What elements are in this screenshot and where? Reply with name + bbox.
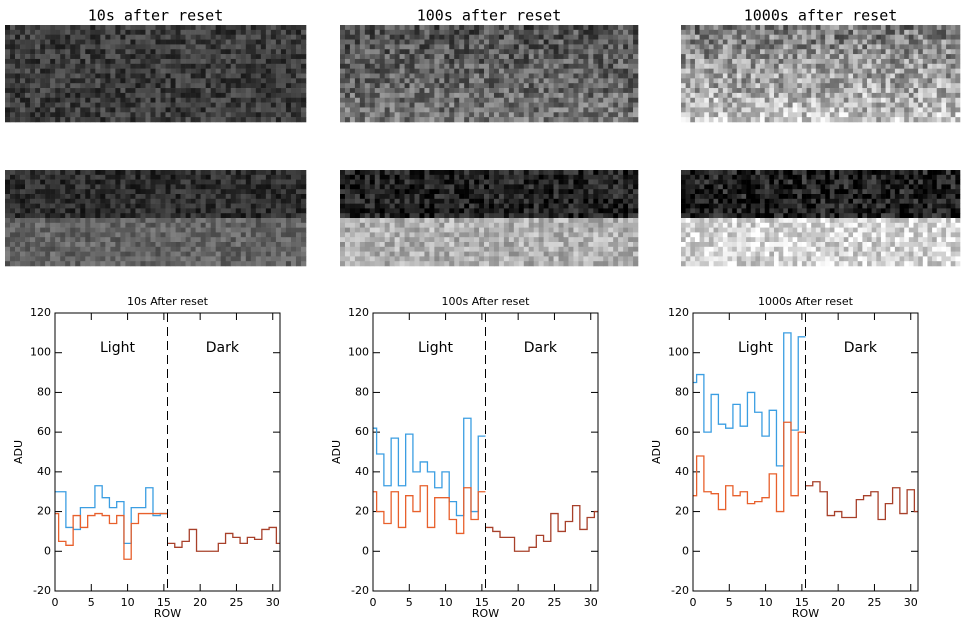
y-tick-label: 100 bbox=[348, 346, 369, 359]
y-tick-label: 0 bbox=[362, 544, 369, 557]
annotation: Dark bbox=[524, 340, 558, 356]
image-title: 1000s after reset bbox=[744, 7, 898, 25]
x-axis-label: ROW bbox=[472, 607, 499, 619]
x-axis-label: ROW bbox=[154, 607, 181, 619]
x-tick-label: 30 bbox=[266, 596, 280, 609]
x-tick-label: 15 bbox=[475, 596, 489, 609]
y-tick-label: -20 bbox=[351, 584, 369, 597]
x-tick-label: 25 bbox=[229, 596, 243, 609]
step-line bbox=[55, 512, 168, 560]
y-tick-label: 80 bbox=[355, 385, 369, 398]
y-axis-label: ADU bbox=[12, 440, 25, 464]
x-tick-label: 25 bbox=[547, 596, 561, 609]
chart-title: 1000s After reset bbox=[758, 295, 854, 308]
plot-frame bbox=[372, 312, 599, 592]
y-tick-label: 0 bbox=[682, 544, 689, 557]
x-tick-label: 20 bbox=[511, 596, 525, 609]
step-line bbox=[693, 421, 806, 513]
x-tick-label: 20 bbox=[193, 596, 207, 609]
x-tick-label: 30 bbox=[904, 596, 918, 609]
x-tick-label: 0 bbox=[690, 596, 697, 609]
x-tick-label: 5 bbox=[726, 596, 733, 609]
step-line bbox=[485, 504, 598, 552]
step-line bbox=[805, 481, 918, 521]
noise-image bbox=[681, 25, 961, 123]
plot-frame bbox=[692, 312, 919, 592]
y-tick-label: 60 bbox=[37, 425, 51, 438]
plot-frame bbox=[54, 312, 281, 592]
y-tick-label: -20 bbox=[33, 584, 51, 597]
x-tick-label: 30 bbox=[584, 596, 598, 609]
y-tick-label: 40 bbox=[37, 465, 51, 478]
x-tick-label: 5 bbox=[406, 596, 413, 609]
y-tick-label: 0 bbox=[44, 544, 51, 557]
y-tick-label: 20 bbox=[37, 505, 51, 518]
y-tick-label: 120 bbox=[668, 306, 689, 319]
annotation: Dark bbox=[206, 340, 240, 356]
noise-image bbox=[5, 170, 307, 267]
x-tick-label: 20 bbox=[831, 596, 845, 609]
x-tick-label: 25 bbox=[867, 596, 881, 609]
x-tick-label: 10 bbox=[759, 596, 773, 609]
x-tick-label: 0 bbox=[52, 596, 59, 609]
image-title: 100s after reset bbox=[417, 7, 562, 25]
step-line bbox=[693, 332, 806, 467]
x-tick-label: 0 bbox=[370, 596, 377, 609]
y-axis-label: ADU bbox=[330, 440, 343, 464]
noise-image bbox=[5, 25, 307, 123]
annotation: Light bbox=[738, 340, 773, 356]
annotation: Dark bbox=[844, 340, 878, 356]
y-tick-label: 60 bbox=[675, 425, 689, 438]
noise-image bbox=[340, 25, 639, 123]
y-tick-label: 120 bbox=[348, 306, 369, 319]
annotation: Light bbox=[418, 340, 453, 356]
y-tick-label: 20 bbox=[355, 505, 369, 518]
step-line bbox=[167, 526, 280, 552]
y-tick-label: 80 bbox=[37, 385, 51, 398]
y-tick-label: 20 bbox=[675, 505, 689, 518]
y-tick-label: 40 bbox=[675, 465, 689, 478]
y-tick-label: 60 bbox=[355, 425, 369, 438]
step-line bbox=[55, 485, 168, 544]
x-tick-label: 5 bbox=[88, 596, 95, 609]
x-tick-label: 15 bbox=[157, 596, 171, 609]
x-tick-label: 10 bbox=[439, 596, 453, 609]
step-line bbox=[373, 417, 486, 517]
noise-image bbox=[681, 170, 961, 267]
noise-image bbox=[340, 170, 639, 267]
y-tick-label: 100 bbox=[30, 346, 51, 359]
y-tick-label: 40 bbox=[355, 465, 369, 478]
annotation: Light bbox=[100, 340, 135, 356]
image-title: 10s after reset bbox=[88, 7, 223, 25]
y-tick-label: -20 bbox=[671, 584, 689, 597]
y-tick-label: 120 bbox=[30, 306, 51, 319]
chart-title: 10s After reset bbox=[127, 295, 209, 308]
chart-title: 100s After reset bbox=[442, 295, 531, 308]
x-tick-label: 15 bbox=[795, 596, 809, 609]
y-axis-label: ADU bbox=[650, 440, 663, 464]
y-tick-label: 80 bbox=[675, 385, 689, 398]
step-line bbox=[373, 485, 486, 535]
x-tick-label: 10 bbox=[121, 596, 135, 609]
y-tick-label: 100 bbox=[668, 346, 689, 359]
x-axis-label: ROW bbox=[792, 607, 819, 619]
